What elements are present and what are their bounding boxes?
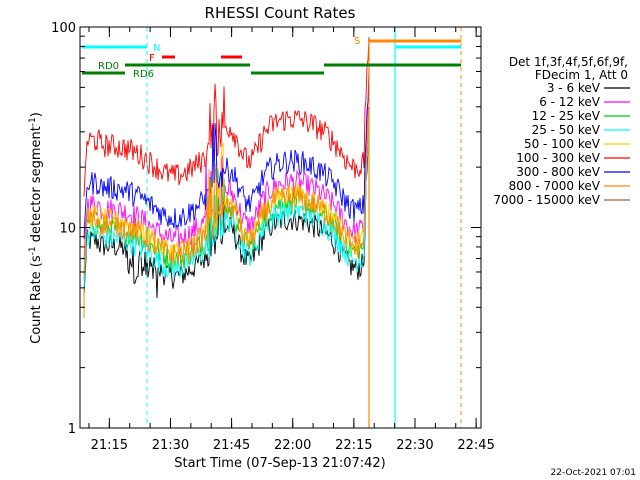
legend-entry-label: 800 - 7000 keV — [509, 179, 601, 193]
y-tick-label: 1 — [68, 422, 76, 437]
series-line — [83, 106, 370, 276]
rd0-label: RD0 — [98, 61, 119, 72]
x-axis-label: Start Time (07-Sep-13 21:07:42) — [174, 456, 385, 471]
chart-title: RHESSI Count Rates — [205, 4, 356, 22]
legend-entry-label: 7000 - 15000 keV — [493, 193, 600, 207]
series-line — [83, 125, 370, 299]
series-line — [83, 106, 370, 261]
x-tick-label: 22:00 — [274, 438, 311, 453]
legend-entry-label: 3 - 6 keV — [547, 81, 601, 95]
series-line — [83, 37, 370, 197]
x-tick-label: 21:15 — [91, 438, 128, 453]
x-tick-label: 21:30 — [152, 438, 189, 453]
legend-header-line-1: Det 1f,3f,4f,5f,6f,9f, — [509, 55, 628, 69]
series-layer — [83, 37, 370, 299]
y-tick-label: 10 — [59, 222, 76, 237]
timestamp: 22-Oct-2021 07:01 — [551, 468, 636, 478]
series-line — [83, 120, 370, 289]
y-tick-label: 100 — [51, 21, 76, 36]
series-line — [83, 68, 370, 239]
annotation-layer: NF S RD0 RD6 — [82, 27, 462, 428]
legend: Det 1f,3f,4f,5f,6f,9f, FDecim 1, Att 0 3… — [493, 55, 630, 207]
legend-header-line-2: FDecim 1, Att 0 — [535, 68, 628, 82]
rd6-label: RD6 — [133, 69, 154, 80]
x-tick-label: 21:45 — [213, 438, 250, 453]
x-axis: 21:15 21:30 21:45 22:00 22:15 22:30 22:45 — [88, 27, 495, 453]
legend-entry-label: 6 - 12 keV — [539, 95, 601, 109]
n-label: N — [153, 43, 160, 54]
legend-entry-label: 300 - 800 keV — [516, 165, 600, 179]
x-tick-label: 22:15 — [335, 438, 372, 453]
f-label: F — [149, 53, 155, 64]
series-line — [83, 126, 370, 280]
y-axis: 1 10 100 — [51, 21, 481, 437]
x-tick-label: 22:45 — [457, 438, 494, 453]
legend-entry-label: 50 - 100 keV — [524, 137, 601, 151]
legend-entry-label: 12 - 25 keV — [532, 109, 601, 123]
legend-entry-label: 100 - 300 keV — [516, 151, 600, 165]
legend-entry-label: 25 - 50 keV — [532, 123, 601, 137]
x-tick-label: 22:30 — [396, 438, 433, 453]
y-axis-label: Count Rate (s-1 detector segment-1) — [28, 112, 44, 344]
s-label: S — [354, 36, 360, 47]
